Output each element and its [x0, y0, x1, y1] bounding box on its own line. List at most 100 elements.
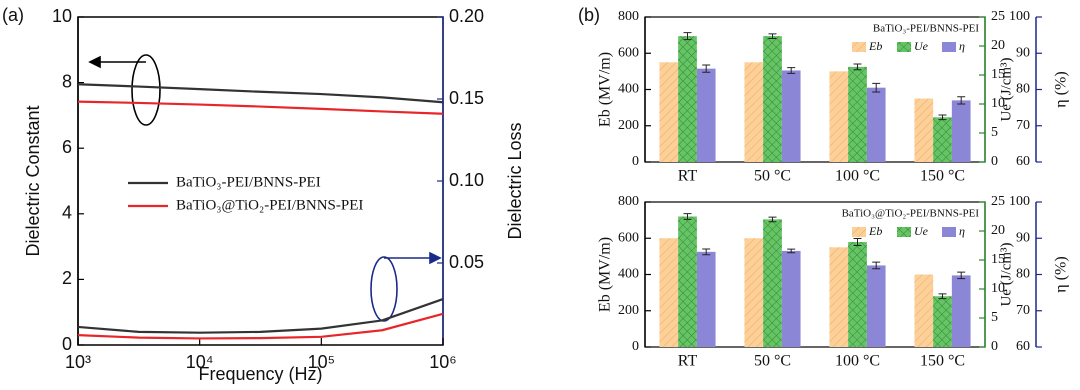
- y-tick-label: 0: [632, 154, 639, 169]
- bar-hatch: [933, 296, 952, 347]
- legend-label: Ue: [914, 224, 929, 238]
- legend-swatch-hatch: [942, 227, 956, 237]
- series-line: [77, 298, 444, 334]
- error-bar: [787, 248, 796, 254]
- series-line: [77, 100, 444, 115]
- y-tick-label: 600: [618, 45, 639, 60]
- y3-tick-label: 60: [1016, 339, 1030, 354]
- legend-swatch-hatch: [852, 227, 866, 237]
- legend-swatch-hatch: [852, 42, 866, 52]
- bar-hatch: [829, 247, 849, 347]
- y2-tick-label: 15: [991, 67, 1005, 82]
- bar-hatch: [763, 219, 782, 347]
- axis-title: Eb (MV/m): [597, 52, 614, 127]
- y-tick-label: 0: [632, 339, 639, 354]
- x-tick-label: 50 °C: [754, 168, 791, 185]
- error-bar: [768, 33, 777, 39]
- y2-tick-label: 5: [991, 310, 998, 325]
- axis-title: Ue (J/cm³): [998, 242, 1014, 306]
- error-bar: [957, 271, 966, 280]
- legend-label: BaTiO₃-PEI/BNNS-PEI: [176, 174, 321, 190]
- bar-hatch: [866, 87, 886, 162]
- y3-tick-label: 100: [1009, 9, 1030, 24]
- bar-hatch: [659, 62, 679, 162]
- error-bar: [853, 63, 862, 71]
- error-bar: [872, 82, 881, 93]
- error-bar: [872, 261, 881, 270]
- legend-label: Ue: [914, 39, 929, 53]
- axis-title: η (%): [1053, 71, 1070, 107]
- annotation: BaTiO₃@TiO₂-PEI/BNNS-PEI: [842, 208, 980, 220]
- bar-hatch: [744, 238, 764, 347]
- bar-hatch: [696, 251, 716, 347]
- legend-label: Eb: [868, 224, 882, 238]
- y2-tick-label: 0: [991, 339, 998, 354]
- y3-tick-label: 90: [1016, 45, 1030, 60]
- error-bar: [957, 96, 966, 105]
- bar-hatch: [678, 36, 697, 162]
- y3-tick-label: 70: [1016, 118, 1030, 133]
- y-tick-label: 4: [62, 203, 72, 223]
- x-tick-label: RT: [678, 353, 698, 370]
- annotation: BaTiO₃-PEI/BNNS-PEI: [873, 23, 979, 35]
- axis-title: Dielectric Loss: [505, 122, 525, 239]
- y2-tick-label: 0.05: [449, 252, 484, 272]
- y-tick-label: 2: [62, 268, 72, 288]
- bar-hatch: [914, 98, 934, 162]
- x-tick-label: 100 °C: [835, 353, 880, 370]
- axis-title: Ue (J/cm³): [998, 57, 1014, 121]
- y-tick-label: 6: [62, 137, 72, 157]
- y2-tick-label: 0: [991, 154, 998, 169]
- y-tick-label: 600: [618, 230, 639, 245]
- axis-title: Eb (MV/m): [597, 237, 614, 312]
- y3-tick-label: 80: [1016, 267, 1030, 282]
- bar-hatch: [659, 238, 679, 347]
- bar-hatch: [763, 36, 782, 162]
- y2-tick-label: 15: [991, 252, 1005, 267]
- x-tick-label: 10³: [65, 352, 91, 372]
- legend-swatch-hatch: [942, 42, 956, 52]
- panel-label: (a): [2, 5, 24, 25]
- bar-hatch: [951, 100, 971, 162]
- y-tick-label: 400: [618, 82, 639, 97]
- y3-tick-label: 90: [1016, 230, 1030, 245]
- x-tick-label: 150 °C: [920, 353, 965, 370]
- legend-label: BaTiO₃@TiO₂-PEI/BNNS-PEI: [176, 197, 363, 213]
- x-axis-title: Frequency (Hz): [198, 364, 322, 384]
- bar-hatch: [744, 62, 764, 162]
- x-tick-label: 10⁴: [186, 352, 214, 372]
- y2-tick-label: 0.20: [449, 6, 484, 26]
- bar-hatch: [848, 242, 867, 347]
- bar-hatch: [951, 275, 971, 347]
- error-bar: [938, 114, 947, 121]
- axis-title: Dielectric Constant: [23, 105, 43, 256]
- legend-label: Eb: [868, 39, 882, 53]
- y2-tick-label: 10: [991, 281, 1005, 296]
- y-tick-label: 400: [618, 267, 639, 282]
- bar-hatch: [781, 70, 801, 162]
- y3-tick-label: 60: [1016, 154, 1030, 169]
- bar-hatch: [829, 71, 849, 162]
- error-bar: [702, 248, 711, 256]
- y3-tick-label: 70: [1016, 303, 1030, 318]
- series-line: [77, 312, 444, 340]
- legend-label: η: [959, 224, 965, 238]
- x-tick-label: 10⁶: [429, 352, 456, 372]
- y2-tick-label: 20: [991, 223, 1005, 238]
- error-bar: [683, 213, 692, 220]
- y-tick-label: 800: [618, 194, 639, 209]
- y-tick-label: 0: [62, 334, 72, 354]
- bar-hatch: [696, 68, 716, 162]
- y2-tick-label: 0.10: [449, 170, 484, 190]
- legend-swatch-hatch: [897, 42, 911, 52]
- x-tick-label: 10⁵: [308, 352, 335, 372]
- axis-title: η (%): [1053, 256, 1070, 292]
- y2-tick-label: 20: [991, 38, 1005, 53]
- bar-hatch: [781, 250, 801, 347]
- bar-hatch: [866, 265, 886, 347]
- y3-tick-label: 100: [1009, 194, 1030, 209]
- y3-tick-label: 80: [1016, 82, 1030, 97]
- x-tick-label: RT: [678, 168, 698, 185]
- error-bar: [853, 238, 862, 246]
